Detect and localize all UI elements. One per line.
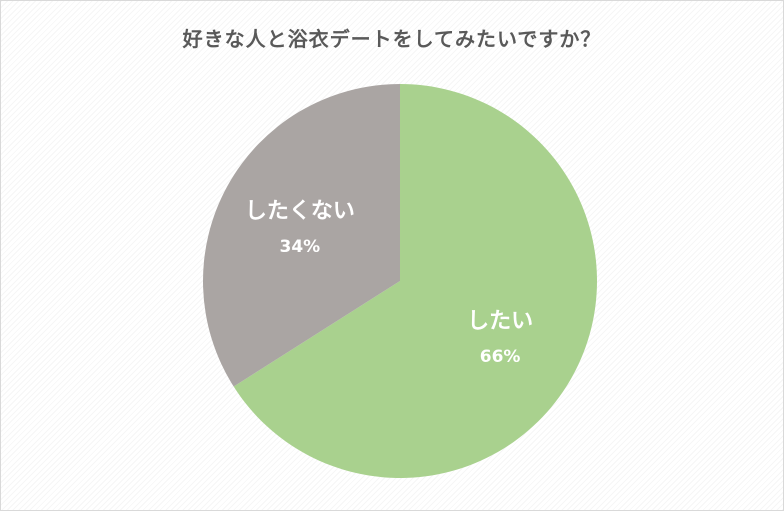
slice-value-label: 34% (280, 237, 321, 257)
slice-value-label: 66% (480, 347, 521, 367)
slice-category-label: したい (467, 309, 533, 334)
chart-title: 好きな人と浴衣デートをしてみたいですか？ (182, 27, 602, 51)
pie-slice-2 (202, 84, 400, 387)
pie-slice-1 (233, 84, 597, 478)
slice-category-label: したくない (245, 199, 355, 224)
